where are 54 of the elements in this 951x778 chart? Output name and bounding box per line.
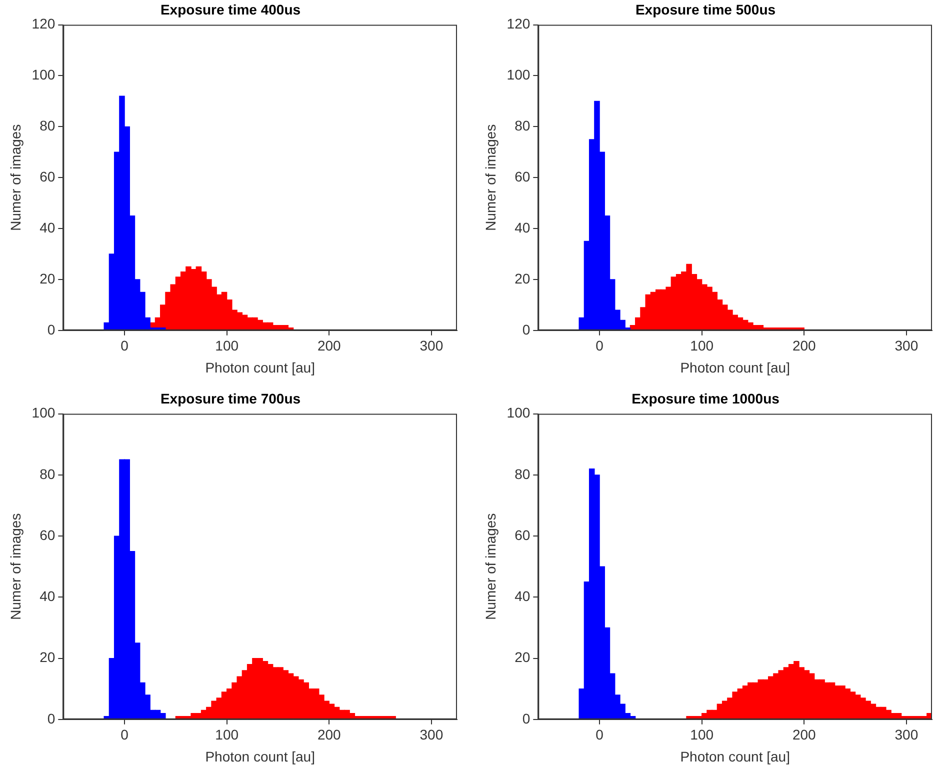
- x-tick-label: 100: [690, 726, 714, 743]
- y-tick-label: 40: [40, 588, 56, 604]
- x-tick-label: 100: [215, 726, 239, 743]
- x-axis-title: Photon count [au]: [205, 359, 315, 376]
- x-tick-label: 200: [792, 338, 816, 354]
- y-tick-label: 80: [514, 466, 530, 482]
- y-tick-label: 100: [506, 404, 530, 421]
- x-tick-label: 300: [420, 726, 444, 743]
- x-tick-label: 200: [317, 338, 342, 354]
- y-tick-label: 120: [506, 16, 530, 32]
- y-tick-label: 40: [514, 219, 530, 236]
- y-tick-label: 100: [32, 66, 56, 83]
- y-tick-label: 0: [522, 710, 530, 726]
- chart-title: Exposure time 1000us: [632, 390, 780, 406]
- y-axis-title: Numer of images: [7, 124, 24, 231]
- x-tick-label: 100: [690, 338, 714, 354]
- x-tick-label: 0: [120, 338, 129, 354]
- x-tick-label: 300: [420, 338, 444, 354]
- x-tick-label: 200: [317, 726, 342, 743]
- x-axis-title: Photon count [au]: [680, 748, 790, 764]
- y-axis-title: Numer of images: [482, 513, 498, 620]
- y-tick-label: 40: [40, 219, 56, 236]
- y-tick-label: 40: [514, 588, 530, 604]
- chart-title: Exposure time 500us: [635, 1, 776, 18]
- x-tick-label: 0: [120, 726, 129, 743]
- y-tick-label: 60: [514, 168, 530, 184]
- y-tick-label: 0: [47, 710, 56, 726]
- y-tick-label: 80: [40, 466, 56, 482]
- y-tick-label: 0: [47, 321, 56, 338]
- y-tick-label: 60: [40, 526, 56, 543]
- y-tick-label: 100: [32, 404, 56, 421]
- y-tick-label: 120: [32, 16, 56, 32]
- x-axis-title: Photon count [au]: [680, 359, 790, 376]
- y-tick-label: 80: [40, 118, 56, 134]
- y-axis-title: Numer of images: [7, 513, 24, 620]
- y-tick-label: 20: [40, 649, 56, 666]
- x-tick-label: 0: [596, 726, 604, 743]
- chart-title: Exposure time 400us: [160, 1, 301, 18]
- y-tick-label: 100: [506, 66, 530, 83]
- y-tick-label: 60: [514, 526, 530, 543]
- x-tick-label: 300: [894, 338, 918, 354]
- x-tick-label: 100: [215, 338, 239, 354]
- x-tick-label: 0: [596, 338, 604, 354]
- y-tick-label: 20: [514, 649, 530, 666]
- x-tick-label: 300: [894, 726, 918, 743]
- x-axis-title: Photon count [au]: [205, 748, 315, 764]
- y-tick-label: 80: [514, 118, 530, 134]
- y-tick-label: 20: [40, 270, 56, 286]
- y-tick-label: 60: [40, 168, 56, 184]
- y-tick-label: 0: [522, 321, 530, 338]
- x-tick-label: 200: [792, 726, 816, 743]
- y-tick-label: 20: [514, 270, 530, 286]
- y-axis-title: Numer of images: [482, 124, 498, 231]
- chart-title: Exposure time 700us: [160, 390, 301, 406]
